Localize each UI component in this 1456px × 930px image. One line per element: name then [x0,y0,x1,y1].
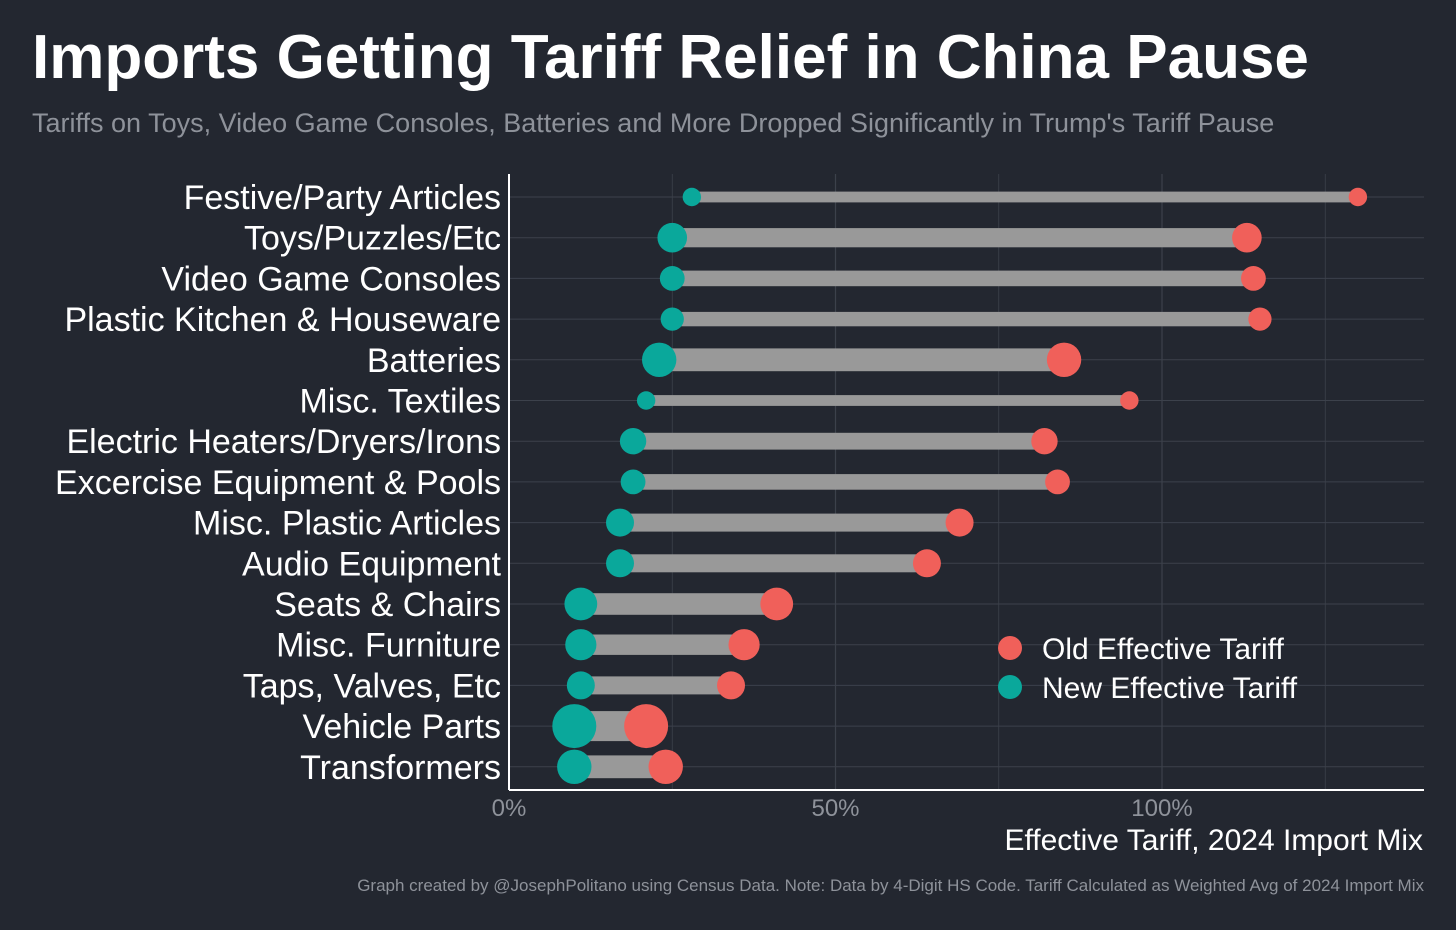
new-tariff-point [606,508,635,537]
new-tariff-point [557,749,592,784]
category-label: Festive/Party Articles [184,179,501,217]
tariff-change-segment [580,634,745,655]
old-tariff-point [760,587,794,621]
category-label: Taps, Valves, Etc [243,667,501,705]
old-tariff-point [717,671,746,700]
x-tick-labels: 0% 50% 100% [492,795,1193,822]
chart-title: Imports Getting Tariff Relief in China P… [32,23,1309,92]
legend-old-label: Old Effective Tariff [1042,633,1284,666]
old-tariff-point [1031,428,1058,455]
category-label: Electric Heaters/Dryers/Irons [66,423,501,461]
tariff-change-segment [646,395,1130,406]
new-tariff-point [566,671,595,700]
category-label: Plastic Kitchen & Houseware [64,301,501,339]
new-tariff-point [636,391,656,410]
tariff-change-segment [633,474,1058,490]
tariff-change-segment [633,432,1045,450]
category-label: Seats & Chairs [274,586,501,624]
category-label: Vehicle Parts [303,708,501,746]
old-tariff-point [1248,307,1272,331]
old-tariff-point [648,749,683,784]
new-tariff-point [641,342,677,377]
category-label: Toys/Puzzles/Etc [244,220,501,258]
old-tariff-point [1232,222,1262,253]
category-labels: Festive/Party ArticlesToys/Puzzles/EtcVi… [55,179,502,787]
tariff-change-segment [580,593,777,615]
tariff-change-segment [672,311,1260,327]
tariff-change-segment [620,513,960,532]
tariff-change-segment [691,191,1358,203]
new-tariff-point [565,629,597,661]
new-tariff-point [659,266,685,291]
old-tariff-point [1045,469,1070,495]
chart-subtitle: Tariffs on Toys, Video Game Consoles, Ba… [32,108,1275,138]
legend-new-swatch [998,675,1022,699]
category-label: Batteries [367,342,501,380]
axes [508,174,1424,791]
tariff-change-segment [672,270,1254,287]
new-tariff-point [564,587,598,621]
legend-new-label: New Effective Tariff [1042,672,1298,705]
tariff-change-segment [574,755,666,779]
tariff-change-segment [620,554,927,573]
category-label: Misc. Textiles [299,383,501,421]
x-tick-label: 50% [811,795,859,822]
category-label: Video Game Consoles [161,260,501,298]
data-marks [552,187,1368,784]
new-tariff-point [682,187,702,207]
tariff-change-segment [672,228,1247,248]
category-label: Excercise Equipment & Pools [55,464,501,502]
new-tariff-point [606,549,635,578]
new-tariff-point [657,222,688,253]
source-caption: Graph created by @JosephPolitano using C… [357,876,1424,895]
old-tariff-point [945,508,974,537]
category-label: Misc. Plastic Articles [193,505,501,543]
old-tariff-point [728,629,760,661]
new-tariff-point [660,307,684,331]
old-tariff-point [912,549,941,578]
legend: Old Effective Tariff New Effective Tarif… [998,633,1298,705]
tariff-change-segment [580,676,732,695]
tariff-change-segment [659,348,1065,372]
old-tariff-point [1241,266,1266,291]
category-label: Misc. Furniture [276,627,501,665]
x-axis-title: Effective Tariff, 2024 Import Mix [1004,824,1423,857]
x-tick-label: 100% [1131,795,1192,822]
x-tick-label: 0% [492,795,527,822]
new-tariff-point [620,469,646,495]
new-tariff-point [619,428,647,455]
legend-old-swatch [998,636,1022,660]
old-tariff-point [624,704,669,749]
new-tariff-point [552,704,597,749]
old-tariff-point [1348,187,1368,207]
old-tariff-point [1120,391,1139,410]
category-label: Audio Equipment [242,545,502,583]
old-tariff-point [1046,342,1082,377]
category-label: Transformers [300,749,501,787]
